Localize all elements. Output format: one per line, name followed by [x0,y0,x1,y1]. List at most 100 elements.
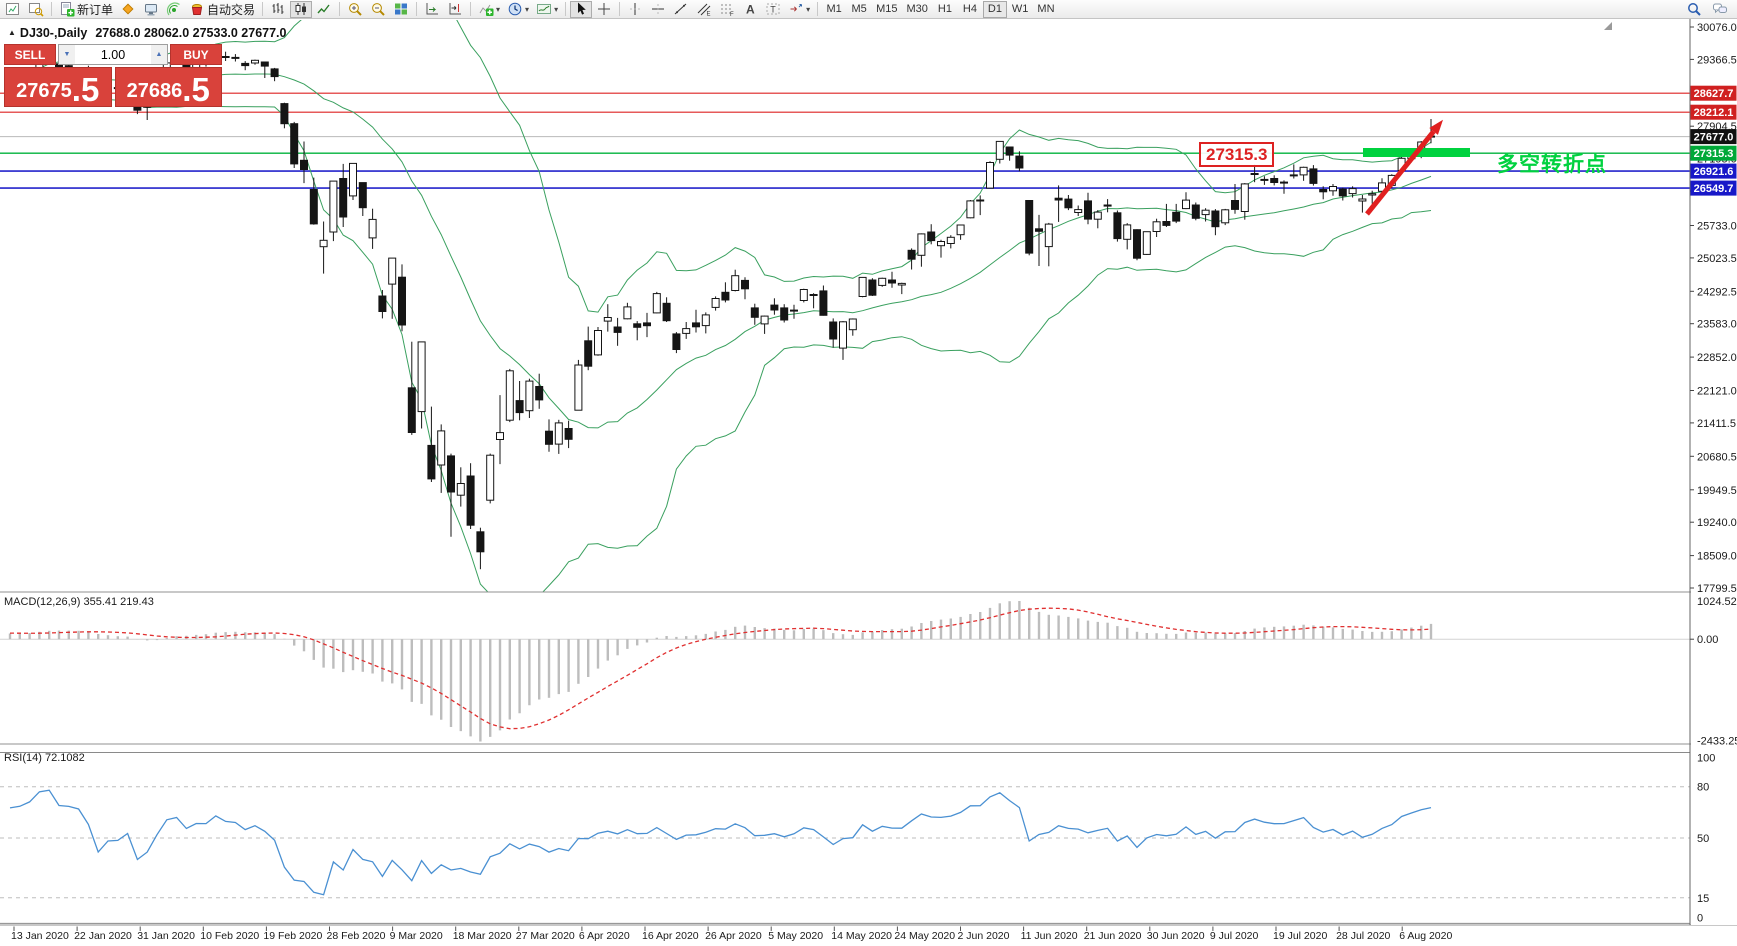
templates-button[interactable]: ▾ [533,1,561,18]
chart-shift-icon [447,1,463,17]
rsi-panel[interactable] [0,752,1690,924]
sell-button[interactable]: SELL [4,44,56,65]
metaeditor-button[interactable] [117,1,139,18]
toolbar-separator [565,2,567,16]
tile-windows-button[interactable] [390,1,412,18]
svg-text:30076.0: 30076.0 [1697,22,1737,34]
horizontal-line-tool-button[interactable] [647,1,669,18]
svg-text:1024.52: 1024.52 [1697,596,1737,608]
chart-annotations[interactable] [1363,22,1612,216]
line-chart-mode-button[interactable] [313,1,335,18]
arrows-tool-button[interactable]: ▾ [785,1,813,18]
auto-scroll-icon [424,1,440,17]
fibo-icon: F [719,1,735,17]
zoom-out-icon [370,1,386,17]
macd-label: MACD(12,26,9) 355.41 219.43 [4,596,154,608]
dropdown-arrow-icon[interactable]: ▾ [554,4,559,14]
svg-text:20680.5: 20680.5 [1697,451,1737,463]
periods-button[interactable]: ▾ [504,1,532,18]
svg-text:2 Jun 2020: 2 Jun 2020 [958,930,1010,942]
zoom-in-button[interactable] [344,1,366,18]
candlesticks[interactable] [6,50,1435,570]
svg-text:E: E [707,12,711,18]
buy-price-main: 27686 [126,80,183,102]
svg-text:-2433.25: -2433.25 [1697,736,1737,748]
timeframe-mn-button[interactable]: MN [1033,1,1058,18]
price-axis[interactable]: 30076.029366.527904.527195.026484.025733… [1689,19,1737,925]
channel-tool-button[interactable]: E [693,1,715,18]
timeframe-m30-button[interactable]: M30 [903,1,932,18]
turning-point-note[interactable]: 多空转折点 [1497,153,1607,176]
clock-icon [507,1,523,17]
volume-increase-button[interactable]: ▲ [151,45,167,64]
fibonacci-tool-button[interactable]: F [716,1,738,18]
zoom-out-button[interactable] [367,1,389,18]
toolbar-separator [339,2,341,16]
dropdown-arrow-icon[interactable]: ▾ [525,4,530,14]
date-axis[interactable]: 13 Jan 2020 22 Jan 2020 31 Jan 2020 10 Feb … [11,926,1452,943]
indicators-button[interactable]: ▾ [475,1,503,18]
timeframe-w1-button[interactable]: W1 [1008,1,1033,18]
toolbar-separator [619,2,621,16]
volume-decrease-button[interactable]: ▼ [59,45,75,64]
timeframe-m5-button[interactable]: M5 [847,1,871,18]
svg-text:5 May 2020: 5 May 2020 [768,930,823,942]
auto-scroll-button[interactable] [421,1,443,18]
chart-symbol-period: DJ30-,Daily [19,26,88,40]
svg-text:22852.0: 22852.0 [1697,352,1737,364]
svg-text:30 Jun 2020: 30 Jun 2020 [1147,930,1205,942]
price-annotation-label[interactable]: 27315.3 [1199,142,1275,167]
crosshair-tool-button[interactable] [593,1,615,18]
autotrading-button[interactable]: 自动交易 [186,1,258,18]
cursor-tool-button[interactable] [570,0,593,18]
new-chart-button[interactable] [2,1,24,18]
timeframe-m1-button[interactable]: M1 [822,1,846,18]
price-badge [1690,85,1737,101]
svg-text:27 Mar 2020: 27 Mar 2020 [516,930,575,942]
svg-text:28627.7: 28627.7 [1694,88,1734,100]
timeframe-d1-button[interactable]: D1 [982,0,1007,18]
svg-text:26921.6: 26921.6 [1694,166,1734,178]
text-label-tool-button[interactable]: T [762,1,784,18]
chart-shift-button[interactable] [444,1,466,18]
candlestick-mode-button[interactable] [290,0,313,18]
chart-shift-marker-icon[interactable] [1604,22,1612,30]
timeframe-m15-button[interactable]: M15 [872,1,901,18]
vertical-line-tool-button[interactable] [624,1,646,18]
template-icon [536,1,552,17]
svg-text:50: 50 [1697,833,1709,845]
dropdown-arrow-icon[interactable]: ▾ [496,4,501,14]
dropdown-arrow-icon[interactable]: ▾ [806,4,811,14]
volume-input[interactable] [75,45,151,64]
timeframe-h4-button[interactable]: H4 [958,1,982,18]
svg-text:24292.5: 24292.5 [1697,286,1737,298]
svg-text:100: 100 [1697,753,1715,765]
text-tool-button[interactable]: A [739,1,761,18]
toolbar-separator [51,2,52,16]
signals-button[interactable] [163,1,185,18]
community-chat-button[interactable] [1709,1,1731,18]
svg-text:25733.0: 25733.0 [1697,221,1737,233]
timeframe-h1-button[interactable]: H1 [933,1,957,18]
trendline-tool-button[interactable] [670,1,692,18]
macd-panel[interactable] [0,601,1690,742]
new-order-button[interactable]: 新订单 [56,1,116,18]
bar-chart-mode-button[interactable] [267,1,289,18]
buy-price-button[interactable]: 27686.5 [114,67,222,107]
toolbar: 新订单 自动交易 ▾ ▾ ▾ E F A T ▾ M1 M5 M15 M30 H1 H4 D1 W1 MN [0,0,1737,19]
svg-text:10 Feb 2020: 10 Feb 2020 [200,930,259,942]
new-order-icon [59,1,75,17]
chart-collapse-icon[interactable]: ▲ [8,28,16,37]
svg-text:T: T [770,5,776,15]
sell-price-button[interactable]: 27675.5 [4,67,112,107]
buy-button[interactable]: BUY [170,44,222,65]
search-button[interactable] [1683,1,1705,18]
profiles-button[interactable] [25,1,47,18]
trend-arrow-line[interactable] [1365,129,1436,216]
chart-title: ▲ DJ30-,Daily 27688.0 28062.0 27533.0 2767… [8,26,286,40]
trend-arrow-head [1429,119,1443,135]
channel-icon: E [696,1,712,17]
svg-text:24 May 2020: 24 May 2020 [894,930,955,942]
terminal-button[interactable] [140,1,162,18]
